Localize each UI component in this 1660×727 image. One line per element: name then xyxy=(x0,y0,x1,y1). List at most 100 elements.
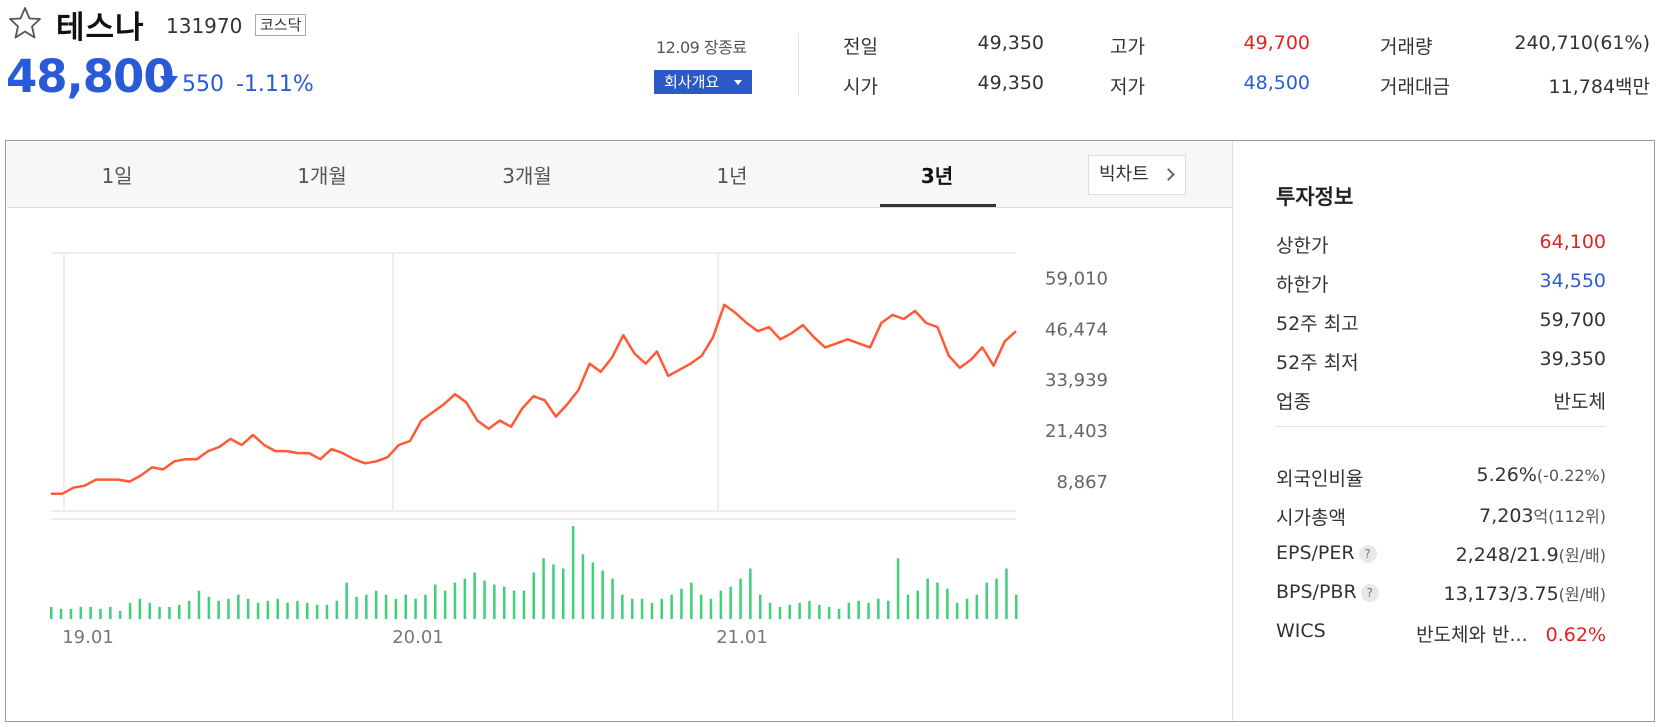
volume-bar xyxy=(276,598,279,619)
volume-bar xyxy=(827,606,831,619)
invest-row-label: WICS xyxy=(1276,620,1326,642)
invest-row-value: 반도체 xyxy=(1553,391,1606,413)
divider xyxy=(798,34,799,96)
volume-bar xyxy=(217,600,220,619)
y-tick-label: 46,474 xyxy=(1045,319,1108,340)
y-tick-label: 21,403 xyxy=(1045,421,1108,442)
stock-code: 131970 xyxy=(166,14,243,38)
invest-row-label: BPS/PBR? xyxy=(1276,581,1379,603)
volume-bar xyxy=(670,594,673,619)
volume-bar xyxy=(256,602,260,619)
x-tick-label: 19.01 xyxy=(62,627,114,648)
volume-bar xyxy=(138,598,142,619)
volume-bar xyxy=(571,526,575,619)
invest-row-value-text[interactable]: 반도체와 반... xyxy=(1416,624,1528,646)
invest-row-label-text: BPS/PBR xyxy=(1276,581,1357,603)
volume-bar xyxy=(759,594,762,619)
invest-row-label: 업종 xyxy=(1276,391,1311,413)
volume-bar xyxy=(99,608,102,619)
help-icon[interactable]: ? xyxy=(1360,584,1379,602)
invest-row-value-text: 2,248/21.9 xyxy=(1455,544,1559,566)
volume-bar xyxy=(985,582,988,619)
company-overview-label: 회사개요 xyxy=(664,73,720,91)
volume-bar xyxy=(611,578,614,619)
volume-bar xyxy=(168,606,171,619)
help-icon[interactable]: ? xyxy=(1358,545,1377,563)
invest-row-label-text: 외국인비율 xyxy=(1276,468,1364,490)
volume-bar xyxy=(158,606,161,619)
volume-bar xyxy=(896,558,900,619)
invest-row: 52주 최고 59,700 xyxy=(1276,309,1606,335)
volume-bar xyxy=(207,596,211,619)
volume-bar xyxy=(965,598,969,619)
invest-row: 업종 반도체 xyxy=(1276,387,1606,413)
invest-row-label-text: EPS/PER xyxy=(1276,542,1355,564)
current-price: 48,800 xyxy=(6,50,175,103)
invest-row: 52주 최저 39,350 xyxy=(1276,348,1606,374)
quote-label-open: 시가 xyxy=(843,76,878,98)
tab-1y[interactable]: 1년 xyxy=(716,164,748,188)
volume-bar xyxy=(926,578,929,619)
volume-bar xyxy=(266,600,270,619)
volume-bar xyxy=(837,608,841,619)
volume-bar xyxy=(916,590,919,619)
volume-bar xyxy=(591,562,595,619)
volume-bar xyxy=(286,602,289,619)
volume-bar xyxy=(453,582,457,619)
volume-bar xyxy=(690,582,693,619)
volume-bar xyxy=(473,572,476,619)
tab-3m[interactable]: 3개월 xyxy=(502,164,552,188)
volume-bar xyxy=(1015,594,1018,619)
volume-bar xyxy=(867,602,870,619)
volume-bar xyxy=(808,600,811,619)
volume-bar xyxy=(227,598,230,619)
favorite-star-icon[interactable] xyxy=(8,6,42,40)
volume-bar xyxy=(887,600,890,619)
quote-value-amount: 11,784백만 xyxy=(1548,76,1650,98)
invest-row-label-text: 시가총액 xyxy=(1276,507,1346,529)
tab-1d[interactable]: 1일 xyxy=(101,164,133,188)
invest-row-value: 7,203억(112위) xyxy=(1479,503,1606,527)
volume-bar xyxy=(650,602,654,619)
volume-bar xyxy=(384,594,388,619)
invest-row-label: 52주 최저 xyxy=(1276,352,1359,374)
volume-bar xyxy=(503,586,506,619)
volume-bar xyxy=(148,602,151,619)
invest-row-unit: 억(112위) xyxy=(1533,507,1606,526)
price-change: 550 -1.11% xyxy=(160,72,314,97)
market-badge: 코스닥 xyxy=(255,14,307,36)
stock-name: 테스나 xyxy=(56,10,145,46)
bigchart-button[interactable]: 빅차트 xyxy=(1088,155,1186,195)
volume-bar xyxy=(640,598,644,619)
tab-3y[interactable]: 3년 xyxy=(920,164,954,188)
volume-bar xyxy=(443,590,447,619)
volume-bar xyxy=(345,582,348,619)
volume-bar xyxy=(788,604,791,619)
invest-row-unit: (원/배) xyxy=(1558,585,1606,604)
volume-bar xyxy=(296,600,299,619)
invest-info-title: 투자정보 xyxy=(1276,185,1354,209)
volume-bar xyxy=(552,564,555,619)
invest-row-value-text: 5.26% xyxy=(1476,464,1537,486)
volume-bar xyxy=(955,602,959,619)
stock-header: 테스나 131970 코스닥 48,800 550 -1.11% 12.09 장종… xyxy=(0,0,1660,120)
bigchart-label: 빅차트 xyxy=(1099,164,1149,185)
volume-bar xyxy=(995,578,998,619)
invest-row-unit: (-0.22%) xyxy=(1536,466,1606,485)
invest-row-value: 64,100 xyxy=(1539,231,1606,253)
volume-bar xyxy=(69,608,73,619)
volume-bar xyxy=(532,572,535,619)
volume-bar xyxy=(374,590,378,619)
volume-bar xyxy=(975,594,979,619)
invest-info-divider xyxy=(1276,426,1606,427)
volume-bar xyxy=(355,596,358,619)
quote-value-low: 48,500 xyxy=(1243,72,1310,94)
invest-row-value: 반도체와 반... 0.62% xyxy=(1416,620,1606,647)
volume-bar xyxy=(877,598,880,619)
volume-bar xyxy=(325,604,329,619)
tab-1m[interactable]: 1개월 xyxy=(297,164,347,188)
active-tab-indicator xyxy=(880,204,996,207)
company-overview-button[interactable]: 회사개요 xyxy=(654,70,752,94)
period-tabs: 1일 1개월 3개월 1년 3년 빅차트 xyxy=(7,142,1232,208)
invest-row-label: 시가총액 xyxy=(1276,503,1346,530)
